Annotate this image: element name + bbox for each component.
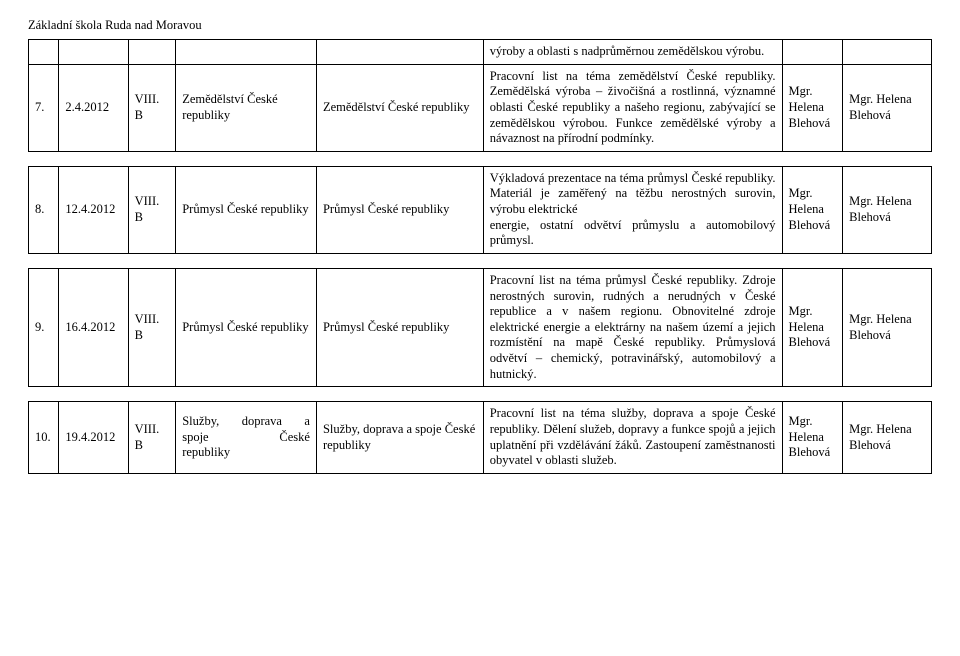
table-row: výroby a oblasti s nadprůměrnou zeměděls… — [29, 40, 932, 65]
cell-subject-right — [316, 40, 483, 65]
cell-class: VIII. B — [128, 268, 176, 386]
cell-author1: Mgr. Helena Blehová — [782, 166, 843, 253]
table-row: 10. 19.4.2012 VIII. B Služby, doprava a … — [29, 402, 932, 474]
word: republiky — [182, 445, 310, 461]
cell-no — [29, 40, 59, 65]
cell-date — [59, 40, 128, 65]
spacer-row — [29, 253, 932, 268]
word: České — [279, 430, 310, 446]
cell-no: 7. — [29, 64, 59, 151]
cell-date: 2.4.2012 — [59, 64, 128, 151]
cell-no: 9. — [29, 268, 59, 386]
cell-class: VIII. B — [128, 64, 176, 151]
cell-author2: Mgr. Helena Blehová — [843, 402, 932, 474]
cell-date: 12.4.2012 — [59, 166, 128, 253]
cell-author1 — [782, 40, 843, 65]
spacer-row — [29, 151, 932, 166]
page-header: Základní škola Ruda nad Moravou — [28, 18, 932, 33]
cell-author2: Mgr. Helena Blehová — [843, 268, 932, 386]
table-row: 9. 16.4.2012 VIII. B Průmysl České repub… — [29, 268, 932, 386]
document-table: výroby a oblasti s nadprůměrnou zeměděls… — [28, 39, 932, 474]
cell-subject-left: Služby, doprava a spoje České republiky — [176, 402, 317, 474]
spacer-row — [29, 387, 932, 402]
cell-author1: Mgr. Helena Blehová — [782, 402, 843, 474]
cell-subject-left: Průmysl České republiky — [176, 166, 317, 253]
table-row: 7. 2.4.2012 VIII. B Zemědělství České re… — [29, 64, 932, 151]
cell-author2: Mgr. Helena Blehová — [843, 64, 932, 151]
cell-desc: výroby a oblasti s nadprůměrnou zeměděls… — [483, 40, 782, 65]
cell-subject-left — [176, 40, 317, 65]
word: Služby, — [182, 414, 219, 430]
cell-desc: Výkladová prezentace na téma průmysl Čes… — [483, 166, 782, 253]
cell-date: 16.4.2012 — [59, 268, 128, 386]
cell-desc: Pracovní list na téma průmysl České repu… — [483, 268, 782, 386]
cell-class: VIII. B — [128, 166, 176, 253]
cell-subject-left: Průmysl České republiky — [176, 268, 317, 386]
cell-class — [128, 40, 176, 65]
cell-no: 8. — [29, 166, 59, 253]
table-row: 8. 12.4.2012 VIII. B Průmysl České repub… — [29, 166, 932, 253]
cell-subject-right: Průmysl České republiky — [316, 268, 483, 386]
cell-desc: Pracovní list na téma služby, doprava a … — [483, 402, 782, 474]
word: a — [304, 414, 310, 430]
cell-subject-right: Zemědělství České republiky — [316, 64, 483, 151]
cell-date: 19.4.2012 — [59, 402, 128, 474]
word: spoje — [182, 430, 208, 446]
cell-desc: Pracovní list na téma zemědělství České … — [483, 64, 782, 151]
cell-author2 — [843, 40, 932, 65]
cell-subject-left: Zemědělství České republiky — [176, 64, 317, 151]
cell-class: VIII. B — [128, 402, 176, 474]
cell-author2: Mgr. Helena Blehová — [843, 166, 932, 253]
cell-subject-right: Služby, doprava a spoje České republiky — [316, 402, 483, 474]
word: doprava — [242, 414, 282, 430]
cell-no: 10. — [29, 402, 59, 474]
cell-author1: Mgr. Helena Blehová — [782, 268, 843, 386]
cell-author1: Mgr. Helena Blehová — [782, 64, 843, 151]
cell-subject-right: Průmysl České republiky — [316, 166, 483, 253]
